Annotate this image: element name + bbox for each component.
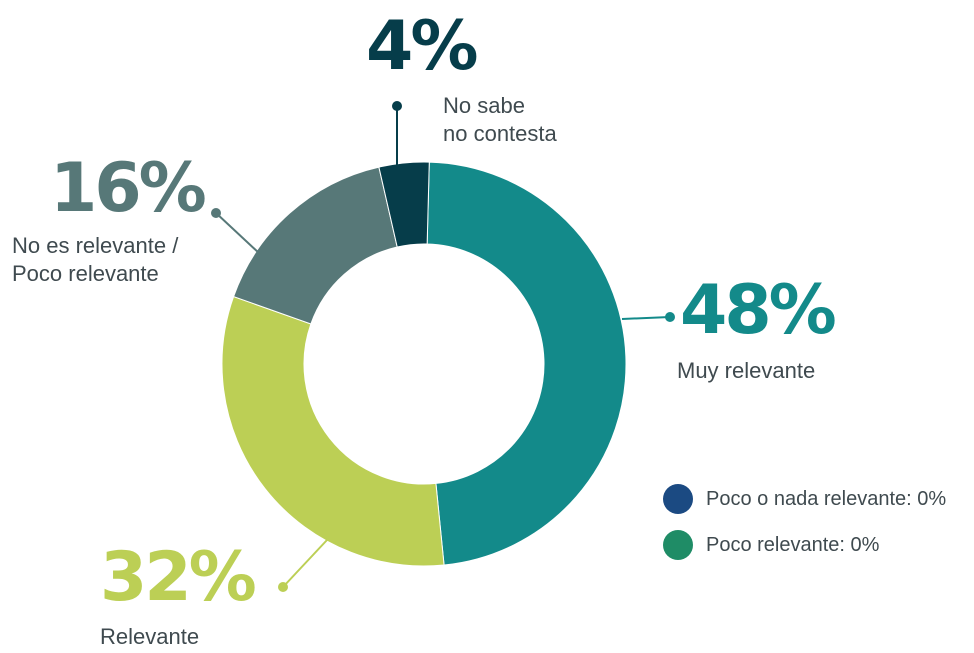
slice-muy-relevante bbox=[426, 161, 627, 566]
leader-dot-no-sabe bbox=[392, 101, 402, 111]
leader-line-muy-relevante bbox=[621, 316, 671, 320]
leader-dot-muy-relevante bbox=[665, 312, 675, 322]
legend-swatch bbox=[663, 530, 693, 560]
no-sabe-label-line2: no contesta bbox=[443, 121, 557, 146]
leader-dot-no-relevante bbox=[211, 208, 221, 218]
no-relevante-label-line2: Poco relevante bbox=[12, 261, 159, 286]
no-relevante-label-line1: No es relevante / bbox=[12, 233, 179, 258]
leader-dot-relevante bbox=[278, 582, 288, 592]
relevante-percent: 32% bbox=[100, 538, 257, 617]
legend-swatch bbox=[663, 484, 693, 514]
muy-relevante-label: Muy relevante bbox=[677, 358, 816, 383]
no-sabe-label-line1: No sabe bbox=[443, 93, 525, 118]
relevante-label: Relevante bbox=[100, 624, 200, 649]
leader-line-relevante bbox=[282, 539, 328, 588]
slice-no-relevante bbox=[232, 166, 398, 325]
legend-item: Poco relevante: 0% bbox=[663, 530, 946, 560]
legend-item: Poco o nada relevante: 0% bbox=[663, 484, 946, 514]
leader-lines bbox=[211, 101, 675, 592]
legend: Poco o nada relevante: 0% Poco relevante… bbox=[663, 484, 946, 576]
slice-relevante bbox=[221, 295, 445, 567]
donut-slices bbox=[221, 161, 627, 567]
slice-no-sabe bbox=[378, 161, 430, 248]
no-relevante-percent: 16% bbox=[50, 149, 207, 228]
no-sabe-percent: 4% bbox=[366, 7, 478, 86]
leader-line-no-relevante bbox=[215, 212, 261, 255]
muy-relevante-percent: 48% bbox=[680, 271, 837, 350]
legend-label: Poco o nada relevante: 0% bbox=[706, 487, 947, 510]
legend-label: Poco relevante: 0% bbox=[706, 533, 880, 556]
